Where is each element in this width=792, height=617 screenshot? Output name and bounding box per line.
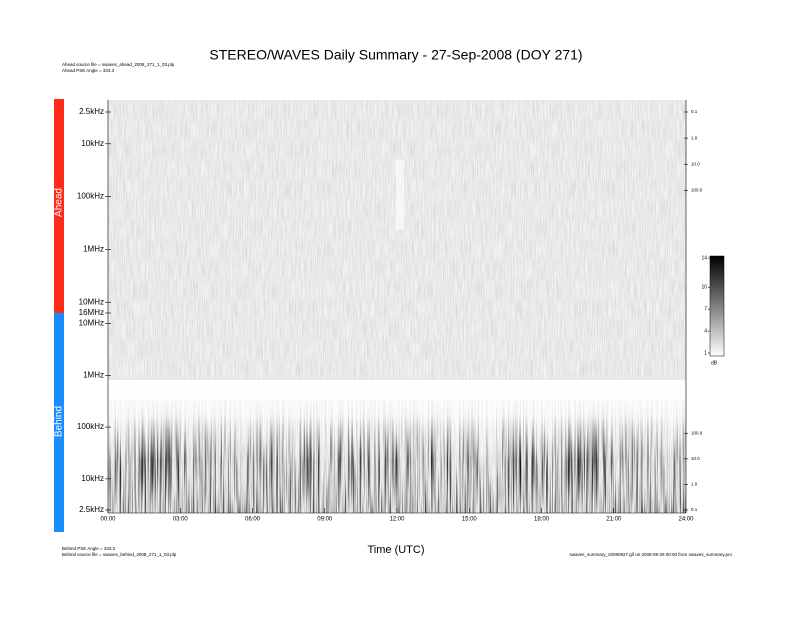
y-tick-label: 100kHz	[77, 422, 104, 431]
y-tick-label: 2.5kHz	[79, 107, 104, 116]
y-tick-label: 16MHz	[79, 308, 104, 317]
y2-tick-label: 1.0	[691, 135, 698, 140]
panel-label: Ahead	[54, 188, 65, 217]
y-tick-label: 1MHz	[83, 370, 104, 379]
source-note: swaves_summary_20080927.gif on 2008-09-2…	[569, 552, 732, 557]
colorbar-tick-label: 4	[704, 328, 707, 334]
y2-tick-label: 0.1	[691, 507, 698, 512]
y-tick-label: 10kHz	[81, 474, 104, 483]
source-note: Behind source file = swaves_behind_2008_…	[62, 552, 177, 557]
y-tick-label: 2.5kHz	[79, 505, 104, 514]
panel-bar	[54, 99, 64, 313]
x-tick-label: 21:00	[606, 517, 622, 523]
panel-bar	[54, 313, 64, 532]
y-tick-label: 100kHz	[77, 192, 104, 201]
y2-tick-label: 0.1	[691, 109, 698, 114]
colorbar-label: dB	[711, 360, 718, 366]
y2-tick-label: 100.0	[691, 188, 703, 193]
y-tick-label: 1MHz	[83, 245, 104, 254]
x-axis-label: Time (UTC)	[367, 544, 424, 556]
panel-label: Behind	[54, 406, 65, 437]
y2-tick-label: 1.0	[691, 482, 698, 487]
x-tick-label: 18:00	[534, 517, 550, 523]
source-note: Ahead PSE Angle = 333.3	[62, 68, 115, 73]
source-note: Behind PSE Angle = 333.3	[62, 546, 116, 551]
y2-tick-label: 100.0	[691, 430, 703, 435]
x-tick-label: 15:00	[462, 517, 478, 523]
y2-tick-label: 10.0	[691, 456, 700, 461]
chart-title: STEREO/WAVES Daily Summary - 27-Sep-2008…	[209, 47, 582, 63]
source-note: Ahead source file = swaves_ahead_2008_27…	[62, 62, 175, 67]
colorbar-tick-label: 14	[701, 255, 707, 261]
y2-tick-label: 10.0	[691, 161, 700, 166]
colorbar	[709, 255, 725, 357]
spectrogram-image	[108, 100, 686, 513]
x-tick-label: 06:00	[245, 517, 261, 523]
x-tick-label: 12:00	[389, 517, 405, 523]
y-tick-label: 10MHz	[79, 319, 104, 328]
x-tick-label: 03:00	[173, 517, 189, 523]
colorbar-tick-label: 1	[704, 350, 707, 356]
x-tick-label: 09:00	[317, 517, 333, 523]
colorbar-tick-label: 7	[704, 306, 707, 312]
x-tick-label: 24:00	[678, 517, 694, 523]
colorbar-tick-label: 10	[701, 285, 707, 291]
x-tick-label: 00:00	[100, 517, 116, 523]
y-tick-label: 10MHz	[79, 297, 104, 306]
y-tick-label: 10kHz	[81, 139, 104, 148]
